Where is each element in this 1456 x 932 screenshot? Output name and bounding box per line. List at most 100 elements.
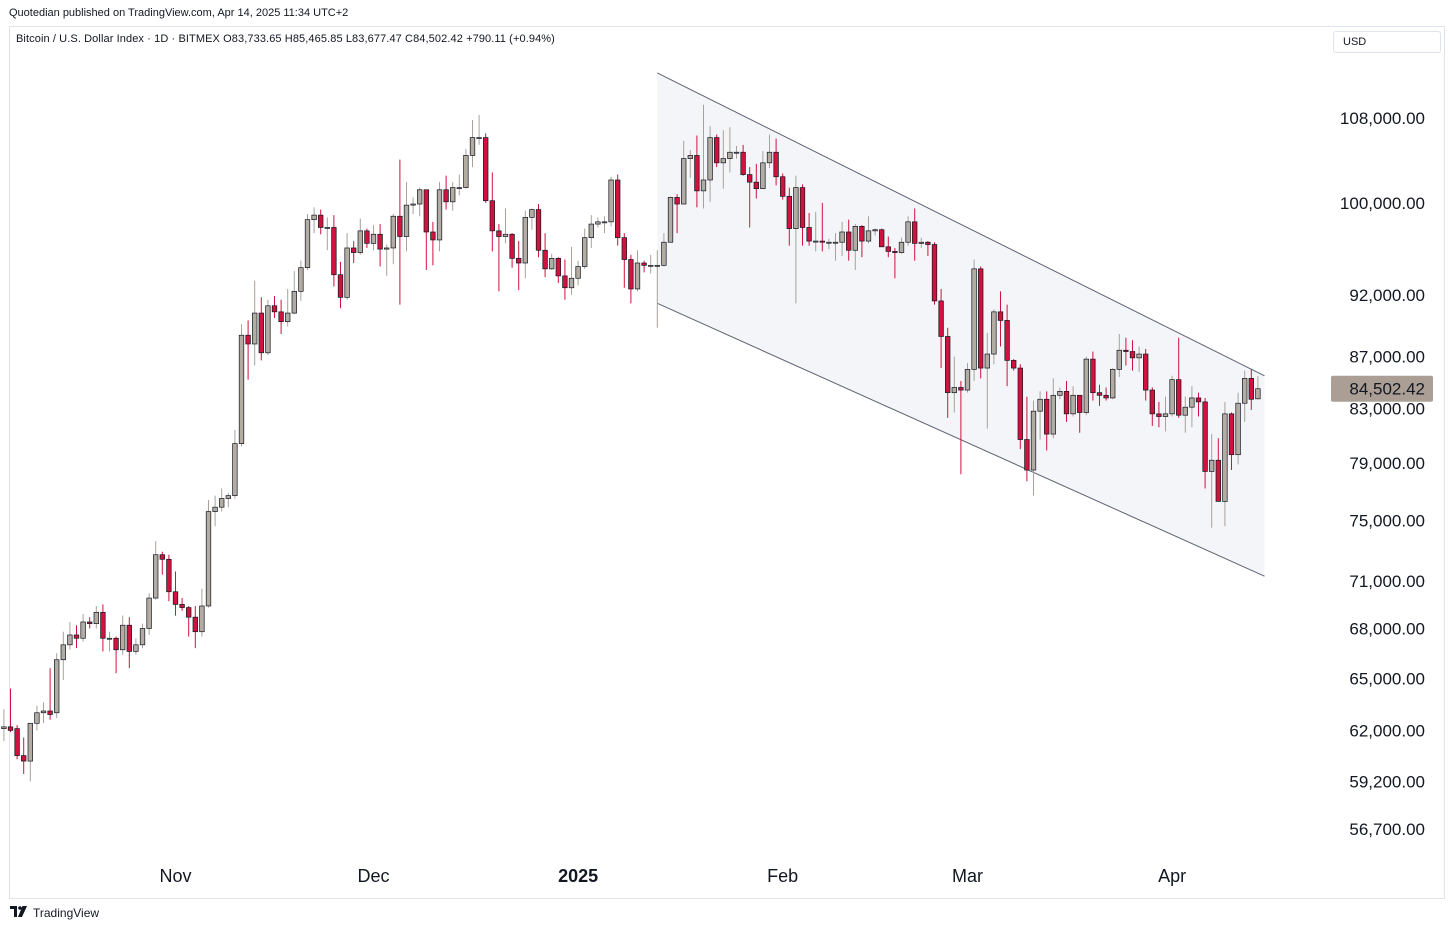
- candle: [311, 207, 317, 234]
- candle-body: [971, 268, 977, 370]
- candle-body: [192, 616, 198, 633]
- candle-body: [443, 189, 449, 203]
- candle: [443, 175, 449, 210]
- candle: [912, 208, 918, 261]
- candle: [615, 174, 621, 246]
- candle-body: [813, 240, 819, 243]
- candle: [285, 288, 291, 327]
- candle-body: [456, 187, 462, 189]
- candle: [423, 189, 429, 271]
- candle: [278, 299, 284, 334]
- candle: [555, 257, 561, 283]
- candle-body: [568, 277, 575, 289]
- candle-body: [67, 634, 73, 646]
- candle-body: [318, 214, 324, 228]
- candle-body: [707, 137, 713, 181]
- tradingview-logo-icon: [10, 906, 29, 920]
- candle-body: [766, 151, 773, 164]
- candle: [1255, 376, 1261, 400]
- candle-body: [423, 189, 429, 233]
- candle: [971, 259, 977, 381]
- candle-body: [1136, 353, 1142, 359]
- candle-body: [1235, 402, 1241, 456]
- candle: [1, 709, 7, 742]
- candle-body: [1004, 320, 1010, 361]
- candle: [654, 250, 660, 328]
- tradingview-branding[interactable]: TradingView: [10, 906, 99, 920]
- candle-body: [1156, 413, 1162, 417]
- price-axis[interactable]: 108,000.00 100,000.00 92,000.00 87,000.00 83…: [1340, 109, 1425, 839]
- candle: [859, 225, 865, 258]
- candle: [694, 135, 700, 208]
- candle-body: [694, 155, 700, 192]
- candle-body: [40, 710, 47, 714]
- candle: [318, 209, 324, 235]
- candle-body: [403, 204, 410, 237]
- candle: [67, 621, 73, 650]
- time-tick-label: Dec: [357, 866, 389, 886]
- candle-body: [450, 187, 456, 203]
- channel-fill: [657, 72, 1265, 577]
- candle-body: [535, 209, 542, 251]
- candle-body: [562, 275, 568, 289]
- candle: [766, 134, 773, 169]
- candle-body: [463, 155, 469, 188]
- candle: [476, 114, 482, 145]
- candle-body: [773, 151, 779, 178]
- candle: [1176, 337, 1182, 418]
- candle-body: [892, 251, 898, 253]
- candle: [205, 499, 212, 608]
- candle-body: [238, 334, 245, 444]
- candle: [879, 228, 885, 248]
- candle: [1195, 392, 1202, 417]
- candle: [1024, 396, 1030, 482]
- last-price-badge: [1331, 375, 1433, 402]
- candle-body: [291, 290, 297, 314]
- candle: [450, 182, 456, 211]
- candle: [595, 217, 601, 228]
- candle-body: [232, 443, 238, 496]
- candle: [324, 217, 330, 251]
- candle-body: [159, 554, 165, 560]
- candle: [199, 588, 205, 637]
- chart-frame: [9, 26, 1445, 899]
- candle: [793, 175, 799, 304]
- time-axis[interactable]: Nov Dec 2025 Feb Mar Apr: [159, 866, 1186, 886]
- candle: [40, 702, 47, 724]
- last-price-label: 84,502.42: [1349, 380, 1425, 399]
- candle: [733, 145, 740, 159]
- candle-body: [780, 176, 786, 197]
- candle-body: [700, 179, 707, 192]
- candle-body: [476, 137, 482, 139]
- candle-body: [212, 506, 218, 512]
- candle: [1222, 401, 1228, 527]
- candle: [582, 228, 588, 269]
- candle-body: [885, 246, 891, 252]
- candle-body: [80, 621, 86, 639]
- candle-body: [344, 247, 350, 298]
- currency-selector[interactable]: USD: [1333, 31, 1441, 53]
- candle-body: [1242, 378, 1248, 404]
- candle: [186, 605, 192, 637]
- candle: [991, 309, 997, 365]
- candle: [364, 228, 370, 248]
- candle: [192, 605, 198, 649]
- candle-body: [641, 262, 647, 266]
- candle: [1123, 337, 1129, 366]
- candle-body: [727, 151, 733, 159]
- candle-body: [1050, 394, 1056, 435]
- candle: [1235, 392, 1241, 465]
- candle: [1182, 396, 1188, 433]
- candle: [80, 613, 86, 642]
- candle: [1136, 346, 1142, 372]
- descending-channel[interactable]: [657, 72, 1265, 577]
- candle-body: [648, 264, 654, 267]
- candle: [1169, 375, 1175, 417]
- candle: [93, 605, 99, 629]
- candle-body: [978, 268, 984, 369]
- candle-body: [106, 637, 113, 640]
- symbol-legend[interactable]: Bitcoin / U.S. Dollar Index · 1D · BITME…: [16, 33, 555, 45]
- candle: [337, 261, 344, 309]
- price-tick-label: 59,200.00: [1349, 772, 1425, 791]
